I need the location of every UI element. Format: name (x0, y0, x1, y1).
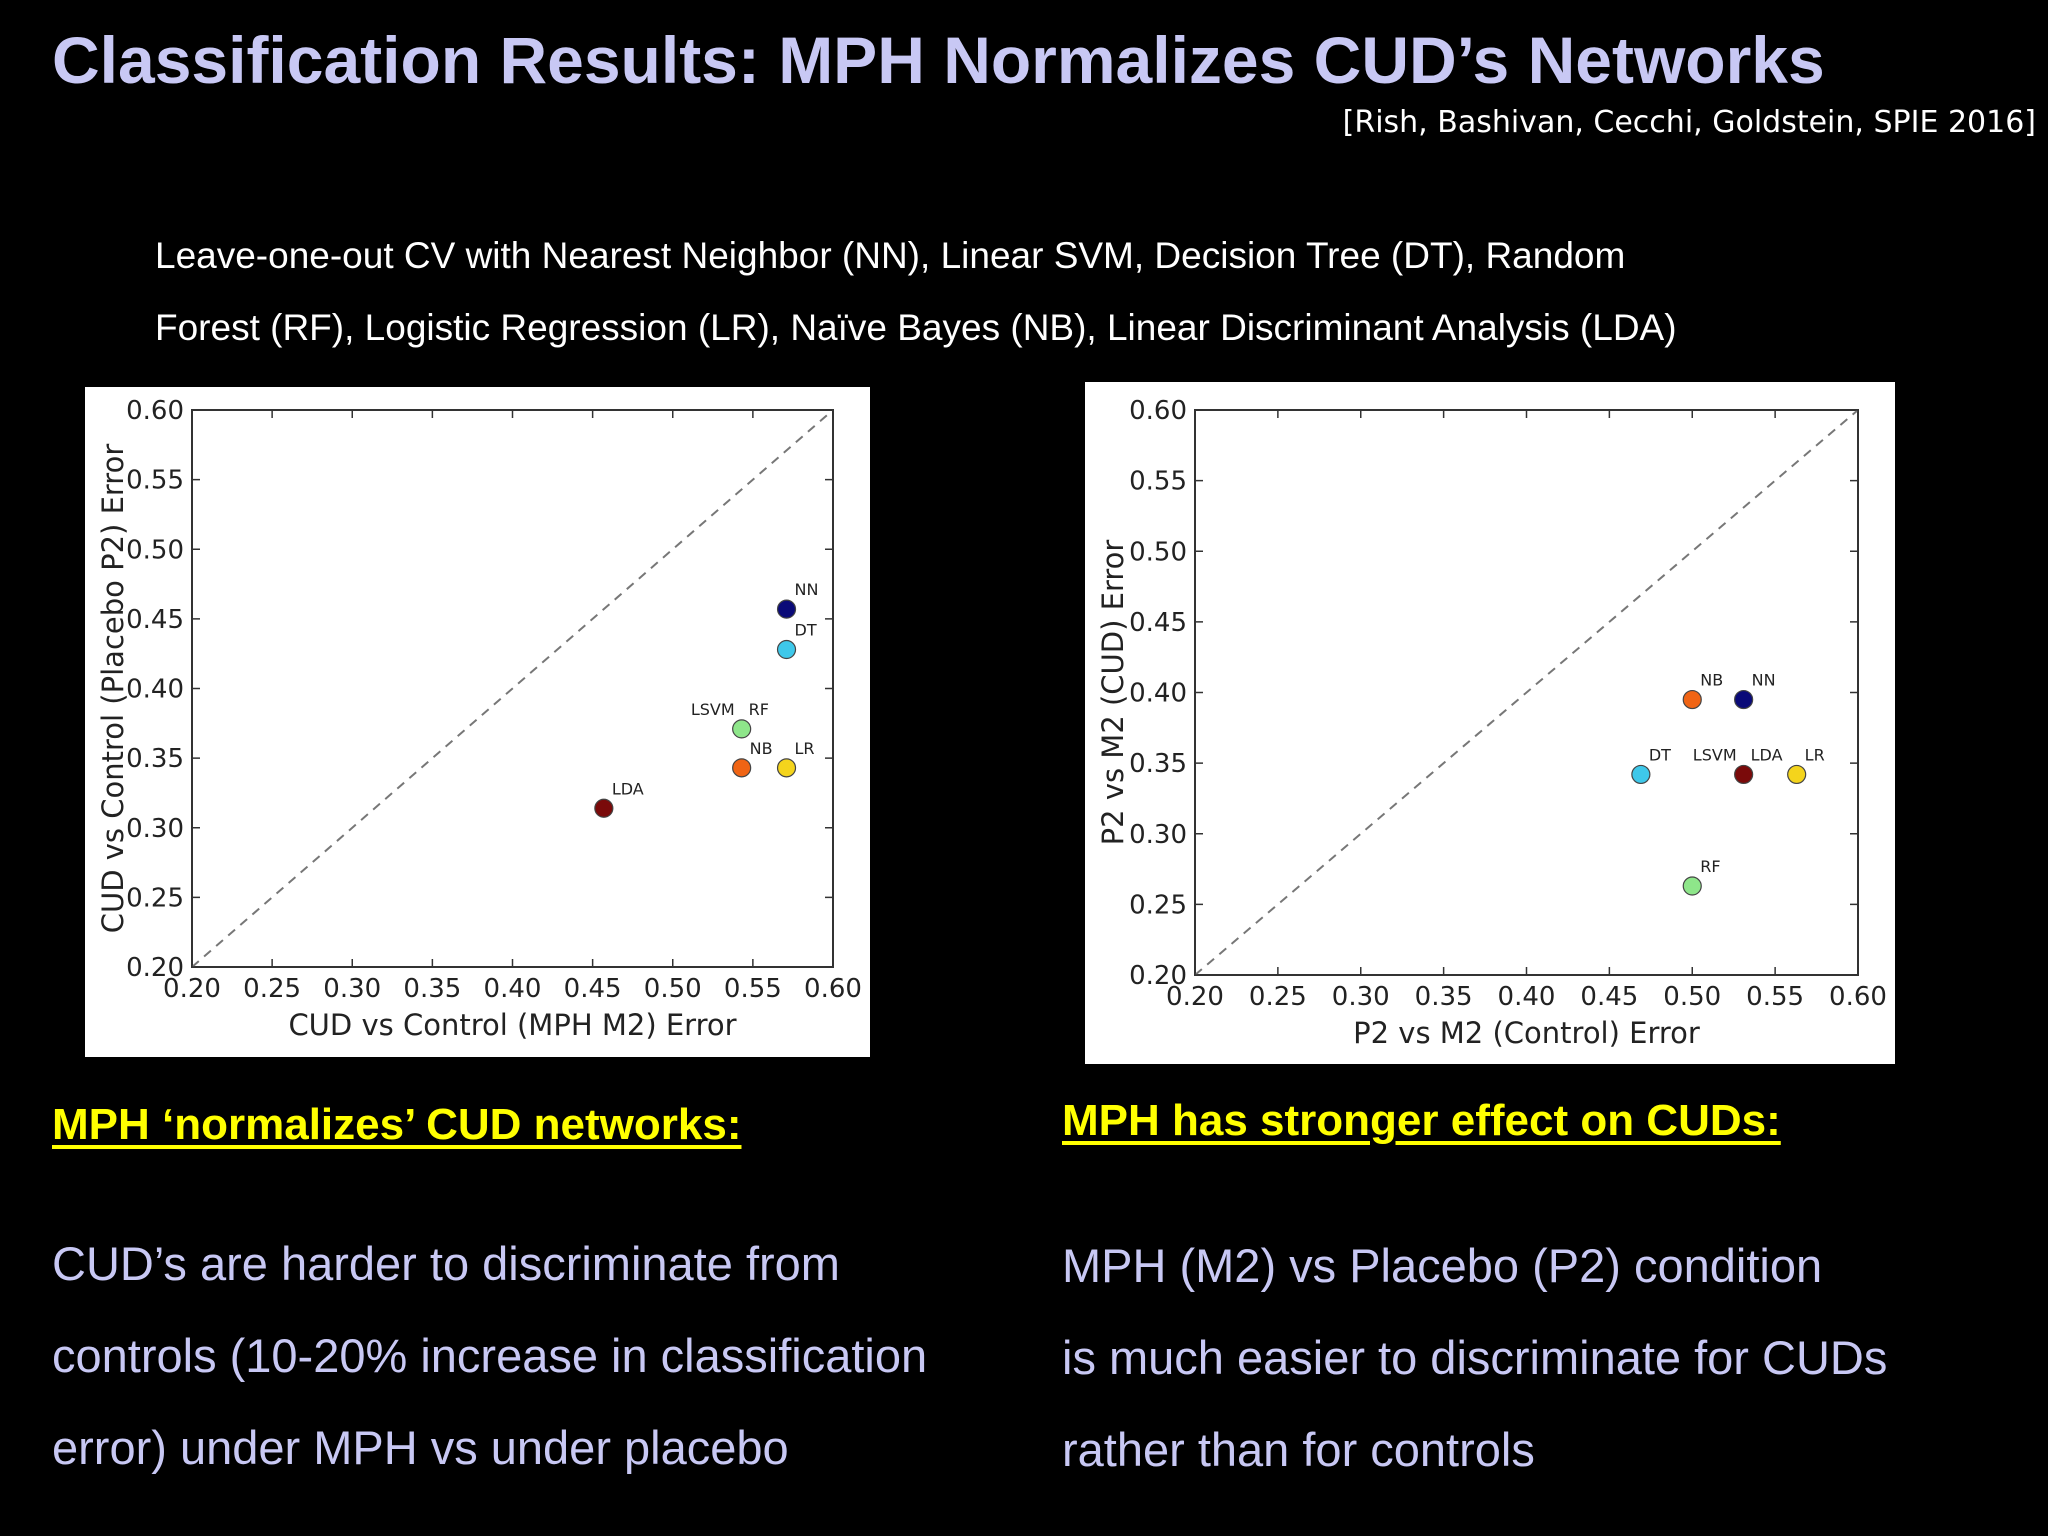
point-marker-lda (594, 798, 614, 818)
point-label-lr: LR (1805, 745, 1825, 764)
body-line: rather than for controls (1062, 1423, 1535, 1476)
point-marker-nb (732, 758, 752, 778)
x-tick-label: 0.20 (163, 974, 221, 1004)
y-axis-title: CUD vs Control (Placebo P2) Error (96, 444, 130, 934)
x-tick-label: 0.60 (1829, 982, 1887, 1012)
x-tick-label: 0.25 (243, 974, 301, 1004)
point-marker-nn (776, 599, 797, 619)
point-label-lda: LDA (1751, 745, 1783, 764)
point-marker-lsvm (1734, 764, 1754, 785)
y-tick-label: 0.55 (1129, 467, 1187, 497)
x-tick-label: 0.40 (484, 974, 542, 1004)
point-label-dt: DT (1649, 745, 1671, 764)
y-tick-label: 0.40 (1129, 679, 1187, 709)
x-tick-label: 0.40 (1498, 982, 1556, 1012)
point-marker-nb (1682, 689, 1702, 710)
point-label-lda: LDA (612, 779, 644, 798)
x-tick-label: 0.55 (1746, 982, 1804, 1012)
point-marker-nn (1734, 689, 1754, 710)
y-tick-label: 0.50 (126, 535, 184, 565)
point-label-dt: DT (795, 621, 817, 640)
y-axis-title: P2 vs M2 (CUD) Error (1096, 540, 1130, 846)
intro-text: Leave-one-out CV with Nearest Neighbor (… (155, 220, 1995, 364)
x-tick-label: 0.20 (1166, 982, 1224, 1012)
diagonal-reference-line (1194, 409, 1859, 976)
x-tick-label: 0.45 (564, 974, 622, 1004)
diagonal-reference-line (191, 409, 834, 968)
x-tick-label: 0.30 (1332, 982, 1390, 1012)
left-body-text: CUD’s are harder to discriminate from co… (52, 1218, 927, 1494)
right-scatter-chart: 0.20 0.25 0.30 0.35 0.40 0.45 0.50 0.55 0.60 0.20… (1096, 396, 1887, 1050)
body-line: MPH (M2) vs Placebo (P2) condition (1062, 1239, 1823, 1292)
x-tick-label: 0.55 (724, 974, 782, 1004)
point-label-nn: NN (1752, 671, 1776, 690)
x-tick-label: 0.35 (1415, 982, 1473, 1012)
y-tick-label: 0.60 (1129, 396, 1187, 426)
y-tick-label: 0.20 (1129, 961, 1187, 991)
point-marker-lr (1787, 764, 1807, 785)
x-tick-label: 0.45 (1580, 982, 1638, 1012)
y-tick-label: 0.30 (126, 814, 184, 844)
y-tick-label: 0.30 (1129, 820, 1187, 850)
y-tick-label: 0.25 (1129, 890, 1187, 920)
y-tick-label: 0.45 (126, 605, 184, 635)
body-line: controls (10-20% increase in classificat… (52, 1329, 928, 1382)
citation: [Rish, Bashivan, Cecchi, Goldstein, SPIE… (1342, 105, 2036, 140)
y-tick-label: 0.40 (126, 675, 184, 705)
point-marker-rf (1682, 876, 1702, 896)
x-tick-label: 0.30 (323, 974, 381, 1004)
point-label-rf: RF (1700, 857, 1720, 876)
x-axis-title: P2 vs M2 (Control) Error (1353, 1016, 1700, 1050)
body-line: is much easier to discriminate for CUDs (1062, 1331, 1888, 1384)
point-label-lsvm: LSVM (691, 700, 735, 719)
x-tick-label: 0.50 (1663, 982, 1721, 1012)
point-marker-lsvm (732, 719, 752, 739)
left-heading: MPH ‘normalizes’ CUD networks: (52, 1100, 742, 1149)
y-tick-label: 0.50 (1129, 537, 1187, 567)
x-tick-label: 0.50 (644, 974, 702, 1004)
intro-line: Leave-one-out CV with Nearest Neighbor (… (155, 235, 1626, 276)
point-label-lsvm: LSVM (1693, 745, 1737, 764)
point-label-rf: RF (749, 700, 769, 719)
point-label-nn: NN (795, 580, 819, 599)
right-body-text: MPH (M2) vs Placebo (P2) condition is mu… (1062, 1220, 1887, 1496)
x-axis-title: CUD vs Control (MPH M2) Error (288, 1008, 736, 1042)
y-tick-label: 0.45 (1129, 608, 1187, 638)
point-marker-dt (1631, 764, 1651, 785)
point-label-nb: NB (750, 739, 773, 758)
y-tick-label: 0.35 (126, 744, 184, 774)
body-line: error) under MPH vs under placebo (52, 1421, 789, 1474)
y-tick-label: 0.25 (126, 883, 184, 913)
point-label-lr: LR (795, 739, 815, 758)
y-tick-label: 0.35 (1129, 749, 1187, 779)
intro-line: Forest (RF), Logistic Regression (LR), N… (155, 307, 1677, 348)
body-line: CUD’s are harder to discriminate from (52, 1237, 840, 1290)
y-tick-label: 0.60 (126, 396, 184, 426)
x-tick-label: 0.25 (1249, 982, 1307, 1012)
point-marker-dt (776, 639, 797, 660)
y-tick-label: 0.20 (126, 953, 184, 983)
y-tick-label: 0.55 (126, 466, 184, 496)
slide-title: Classification Results: MPH Normalizes C… (52, 23, 1825, 97)
right-scatter-panel: 0.20 0.25 0.30 0.35 0.40 0.45 0.50 0.55 0.60 0.20… (1085, 382, 1895, 1064)
point-marker-lr (776, 758, 797, 778)
x-tick-label: 0.35 (403, 974, 461, 1004)
right-heading: MPH has stronger effect on CUDs: (1062, 1096, 1781, 1145)
left-scatter-panel: 0.20 0.25 0.30 0.35 0.40 0.45 0.50 0.55 0.60 0.20… (85, 387, 870, 1057)
point-label-nb: NB (1700, 671, 1723, 690)
x-tick-label: 0.60 (804, 974, 862, 1004)
left-scatter-chart: 0.20 0.25 0.30 0.35 0.40 0.45 0.50 0.55 0.60 0.20… (96, 396, 862, 1042)
